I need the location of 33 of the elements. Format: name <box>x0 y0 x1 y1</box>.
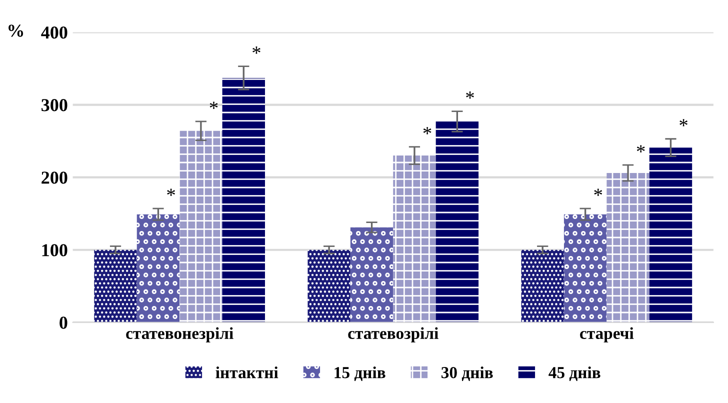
legend-label: 45 днів <box>548 366 600 381</box>
bar <box>649 148 692 322</box>
legend-label: 30 днів <box>441 366 493 381</box>
y-tick-label: 400 <box>41 26 68 39</box>
bar <box>94 250 137 322</box>
y-tick-label: 100 <box>42 244 68 256</box>
x-tick-label: статевонезрілі <box>126 327 234 342</box>
bar <box>436 121 479 322</box>
legend-label: інтактні <box>216 366 278 378</box>
data-label: * <box>252 46 260 54</box>
data-label: * <box>423 127 432 134</box>
data-label: * <box>594 188 602 196</box>
y-tick-label: 200 <box>42 172 68 184</box>
x-tick-label: статевозрілі <box>348 327 438 342</box>
x-tick-label: старечі <box>580 327 634 342</box>
data-label: * <box>636 145 645 152</box>
bar <box>393 156 436 322</box>
data-label: * <box>167 188 175 196</box>
bar <box>606 172 650 322</box>
y-tick-label: 0 <box>60 316 68 329</box>
bar <box>136 214 180 322</box>
data-label: * <box>466 92 474 99</box>
y-axis-title: % <box>8 24 24 37</box>
y-tick-label: 300 <box>42 99 68 112</box>
data-label: * <box>210 102 218 109</box>
bar <box>521 250 564 322</box>
legend-label: 15 днів <box>334 366 386 381</box>
bar <box>222 78 265 322</box>
bar <box>564 214 607 322</box>
bar <box>350 227 394 322</box>
data-label: * <box>680 119 688 126</box>
bar <box>180 130 222 322</box>
bar <box>308 250 350 322</box>
